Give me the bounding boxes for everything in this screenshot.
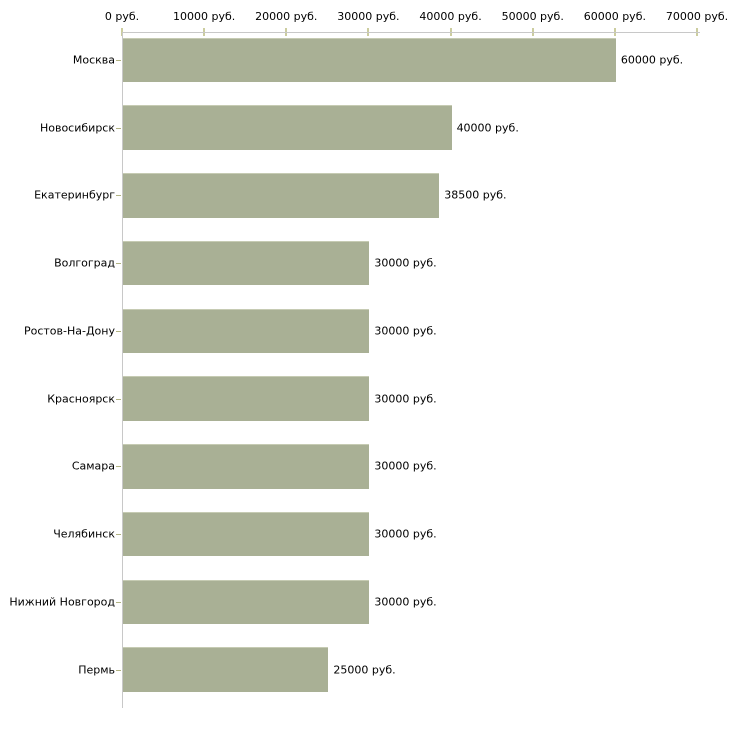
- bar: [123, 308, 370, 353]
- category-label: Самара: [71, 459, 115, 473]
- x-tick-label: 10000 руб.: [173, 10, 236, 23]
- category-label: Новосибирск: [39, 121, 115, 134]
- value-label: 30000 руб.: [374, 256, 437, 270]
- category-tick-mark: [116, 466, 121, 468]
- category-tick-mark: [116, 669, 121, 671]
- value-label: 30000 руб.: [374, 392, 437, 405]
- value-label: 25000 руб.: [333, 663, 396, 676]
- x-axis-line: [122, 32, 700, 33]
- x-tick-label: 50000 руб.: [501, 10, 564, 23]
- category-tick-mark: [116, 195, 121, 197]
- bar: [123, 173, 440, 218]
- x-tick-label: 40000 руб.: [419, 10, 482, 23]
- value-label: 30000 руб.: [374, 324, 437, 338]
- x-tick-label: 60000 руб.: [583, 10, 646, 23]
- x-tick-label: 0 руб.: [104, 10, 140, 23]
- value-label: 30000 руб.: [374, 595, 437, 609]
- category-label: Красноярск: [47, 392, 115, 405]
- bar: [123, 376, 370, 421]
- bar: [123, 511, 370, 557]
- category-label: Москва: [72, 53, 115, 67]
- bar: [123, 647, 329, 692]
- value-label: 30000 руб.: [374, 527, 437, 541]
- category-tick-mark: [116, 59, 121, 61]
- bar: [123, 579, 370, 624]
- category-tick-mark: [116, 534, 121, 535]
- category-tick-mark: [116, 263, 121, 264]
- category-label: Ростов-На-Дону: [23, 324, 115, 338]
- category-label: Волгоград: [54, 256, 115, 270]
- bar: [123, 105, 452, 150]
- value-label: 38500 руб.: [444, 188, 507, 202]
- category-label: Пермь: [78, 663, 115, 676]
- category-tick-mark: [116, 127, 121, 129]
- bar: [123, 37, 616, 82]
- x-tick-label: 70000 руб.: [665, 10, 729, 23]
- bar: [123, 240, 370, 286]
- category-tick-mark: [116, 601, 121, 603]
- category-label: Нижний Новгород: [9, 595, 115, 609]
- category-tick-mark: [116, 398, 121, 400]
- y-axis-line: [122, 32, 123, 708]
- category-tick-mark: [116, 330, 121, 332]
- value-label: 60000 руб.: [620, 53, 684, 67]
- value-label: 30000 руб.: [374, 459, 437, 473]
- bar: [123, 444, 370, 489]
- value-label: 40000 руб.: [456, 121, 519, 134]
- category-label: Екатеринбург: [34, 188, 115, 202]
- category-label: Челябинск: [53, 527, 115, 541]
- x-tick-label: 20000 руб.: [255, 10, 318, 23]
- x-tick-label: 30000 руб.: [337, 10, 400, 23]
